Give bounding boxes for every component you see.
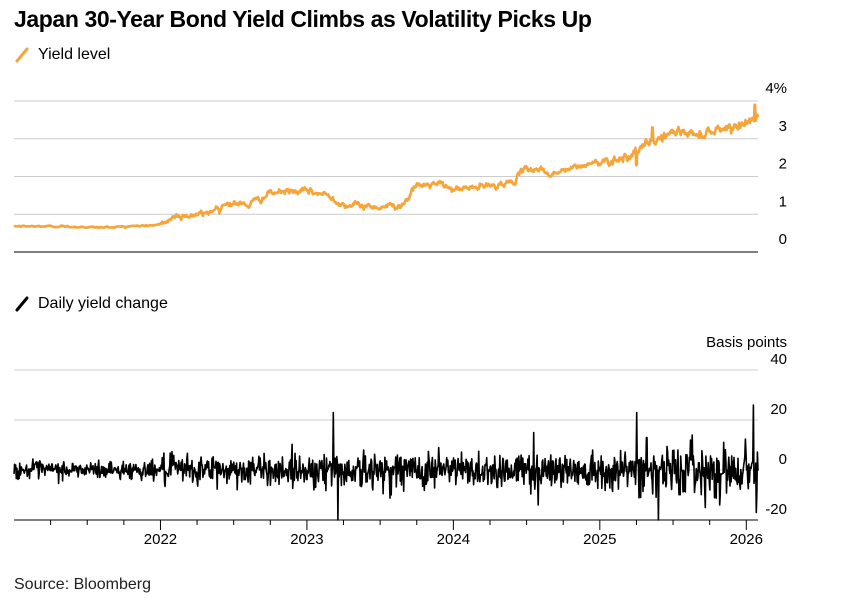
legend-change: Daily yield change <box>14 295 168 313</box>
x-tick-label: 2024 <box>437 531 470 548</box>
top-chart-gridlines <box>14 100 758 253</box>
x-tick-label: 2022 <box>144 531 177 548</box>
chart-title: Japan 30-Year Bond Yield Climbs as Volat… <box>14 6 592 32</box>
top-y-tick-label: 4% <box>765 80 787 97</box>
x-tick-label: 2025 <box>583 531 616 548</box>
basis-points-label: Basis points <box>706 334 787 351</box>
bottom-y-tick-label: 40 <box>770 351 787 368</box>
orange-line-icon <box>15 47 29 63</box>
bottom-y-tick-label: -20 <box>765 501 787 518</box>
daily-yield-change-line <box>13 404 759 521</box>
bottom-y-tick-label: 20 <box>770 401 787 418</box>
legend-yield-label: Yield level <box>38 46 111 63</box>
bottom-chart-series <box>13 404 759 521</box>
legend-change-label: Daily yield change <box>38 295 168 312</box>
top-y-tick-label: 0 <box>779 231 787 248</box>
bottom-chart-x-axis: 2022 2023 2024 2025 2026 <box>50 520 763 548</box>
bottom-y-tick-label: 0 <box>779 451 787 468</box>
top-y-tick-label: 2 <box>779 156 787 173</box>
bottom-chart-y-ticks: -20 0 20 40 <box>765 351 787 518</box>
top-chart-y-ticks: 0 1 2 3 4% <box>765 80 787 248</box>
x-tick-label: 2023 <box>290 531 323 548</box>
top-chart-series <box>13 103 760 230</box>
x-tick-label: 2026 <box>730 531 763 548</box>
source-note: Source: Bloomberg <box>14 576 151 593</box>
top-y-tick-label: 3 <box>779 118 787 135</box>
yield-level-line <box>13 103 760 230</box>
legend-yield: Yield level <box>14 46 110 64</box>
top-y-tick-label: 1 <box>779 193 787 210</box>
black-line-icon <box>15 296 29 312</box>
